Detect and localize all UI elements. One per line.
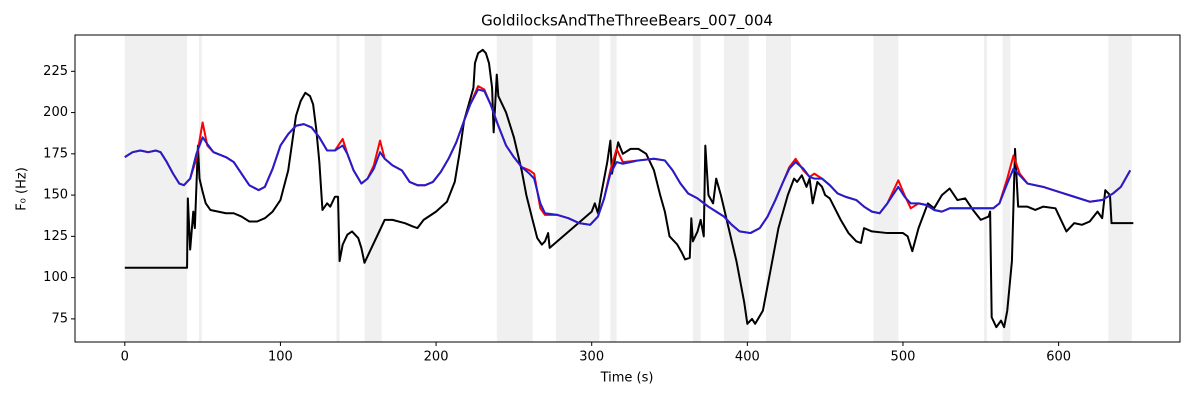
x-tick-label: 600 [1046,350,1071,365]
x-tick-label: 300 [579,350,604,365]
shaded-span [1002,35,1011,342]
y-axis-label: F₀ (Hz) [15,167,30,211]
shaded-span [692,35,701,342]
shaded-span [766,35,791,342]
y-tick-label: 175 [43,146,68,161]
shaded-span [198,35,202,342]
shaded-span [336,35,340,342]
y-tick-label: 225 [43,64,68,79]
x-tick-label: 0 [121,350,129,365]
y-tick-label: 125 [43,229,68,244]
chart-title: GoldilocksAndTheThreeBears_007_004 [481,12,773,31]
y-tick-label: 75 [51,311,68,326]
shaded-span [555,35,600,342]
x-tick-label: 500 [891,350,916,365]
x-tick-label: 200 [424,350,449,365]
x-axis-label: Time (s) [600,371,654,386]
f0-line [124,48,1134,329]
shaded-span [723,35,749,342]
shaded-span [496,35,533,342]
shaded-span [364,35,382,342]
y-tick-label: 200 [43,105,68,120]
x-tick-label: 400 [735,350,760,365]
plot-frame [74,34,1181,343]
x-tick-label: 100 [268,350,293,365]
shaded-span [983,35,988,342]
y-tick-label: 100 [43,270,68,285]
shaded-span [610,35,617,342]
shaded-span [124,35,188,342]
y-tick-label: 150 [43,188,68,203]
f0-line [124,88,1132,235]
